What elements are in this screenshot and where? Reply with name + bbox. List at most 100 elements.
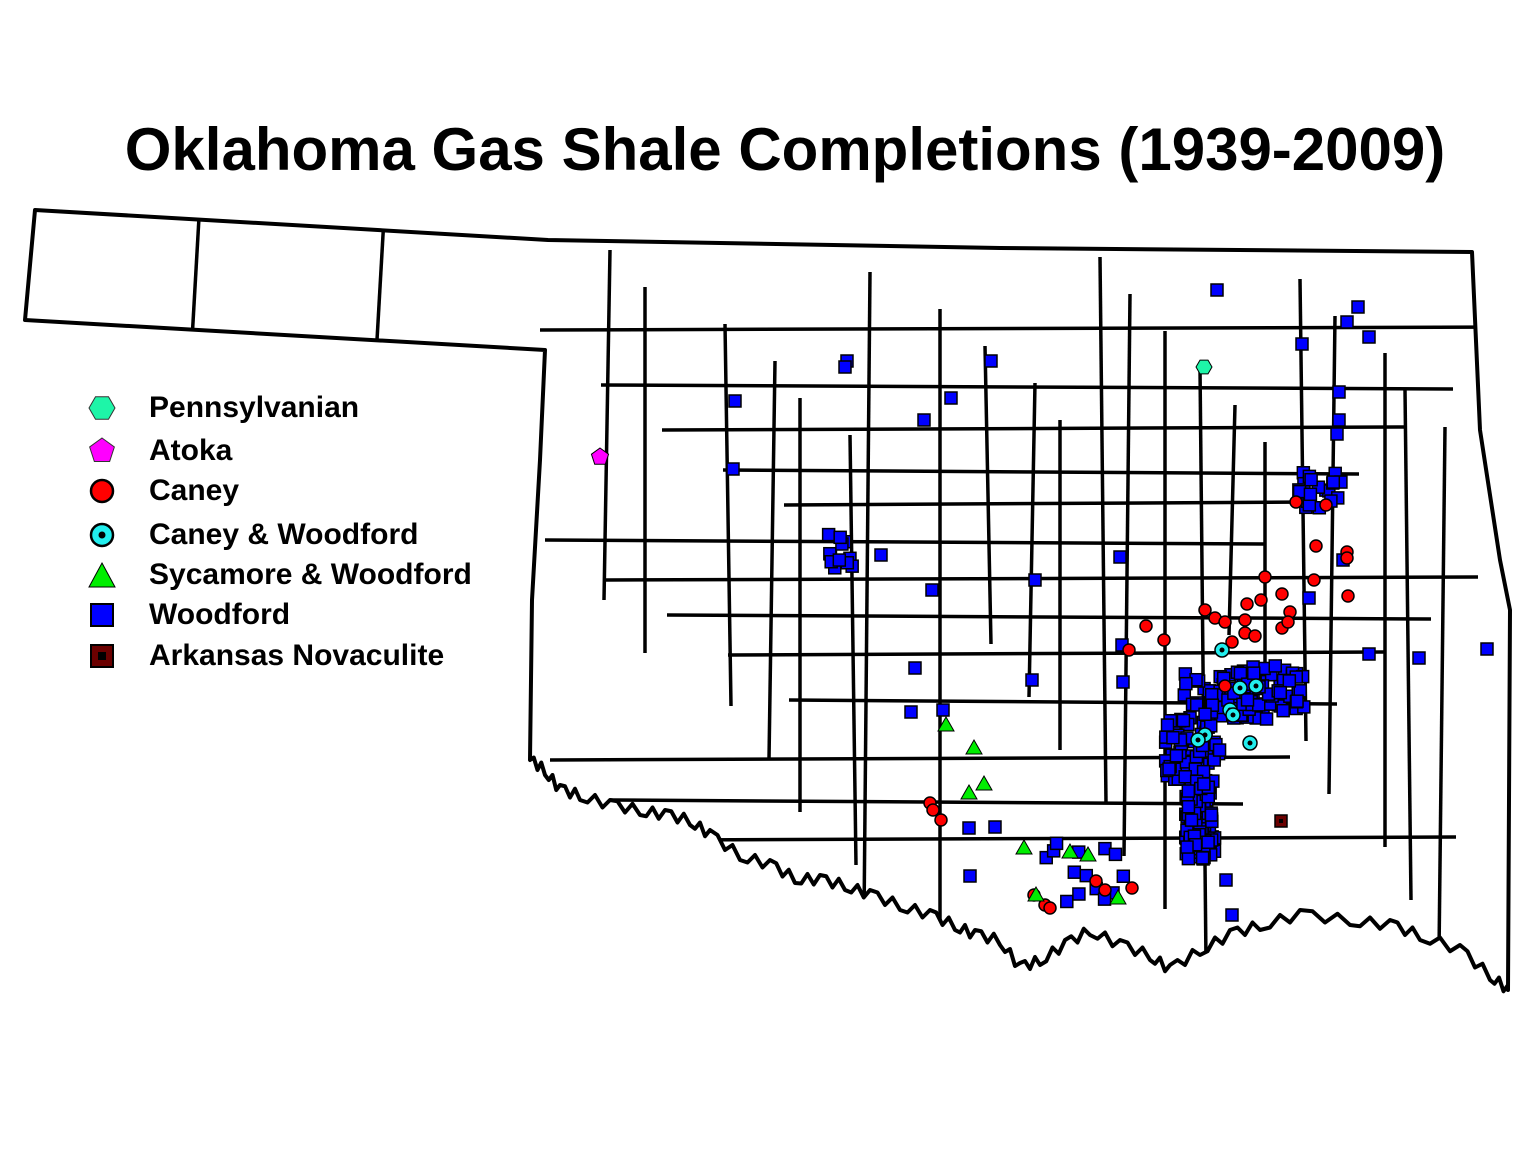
woodford-marker xyxy=(904,705,918,719)
woodford-marker xyxy=(1276,703,1290,718)
woodford-marker xyxy=(1268,659,1282,673)
woodford-marker xyxy=(1362,647,1376,661)
woodford-marker xyxy=(1240,693,1255,707)
caney-marker xyxy=(934,813,948,827)
caney-marker xyxy=(1098,883,1112,897)
caney-marker xyxy=(1218,679,1232,693)
caney-marker xyxy=(1089,874,1103,888)
woodford-marker xyxy=(726,462,740,476)
woodford-marker xyxy=(874,548,888,562)
woodford-marker xyxy=(1480,642,1494,656)
circle-dot-icon xyxy=(89,522,115,548)
woodford-marker xyxy=(1290,694,1304,708)
woodford-marker xyxy=(984,354,998,368)
woodford-marker xyxy=(833,530,847,545)
legend-label: Caney & Woodford xyxy=(149,518,419,551)
woodford-marker xyxy=(1113,550,1127,564)
legend-label: Arkansas Novaculite xyxy=(149,639,445,672)
woodford-marker xyxy=(917,413,931,427)
sycamore-woodford-marker xyxy=(937,715,955,732)
woodford-marker xyxy=(1116,869,1131,884)
woodford-marker xyxy=(1302,591,1316,605)
caney-marker xyxy=(1309,539,1323,553)
woodford-marker xyxy=(1072,887,1086,901)
caney-marker xyxy=(1122,643,1136,657)
woodford-marker xyxy=(1195,851,1210,865)
caney-marker xyxy=(1307,573,1321,587)
woodford-marker xyxy=(1108,847,1123,862)
woodford-marker xyxy=(832,553,847,567)
woodford-marker xyxy=(1282,674,1297,688)
woodford-marker xyxy=(1179,676,1193,691)
caney-woodford-marker xyxy=(1242,735,1258,751)
woodford-marker xyxy=(1116,675,1130,689)
legend-item-arkansas-novaculite: Arkansas Novaculite xyxy=(85,636,444,676)
caney-marker xyxy=(926,803,940,817)
sycamore-woodford-marker xyxy=(1061,842,1079,859)
completion-markers xyxy=(590,283,1494,922)
caney-woodford-marker xyxy=(1190,732,1206,748)
square-dot-icon xyxy=(90,644,114,668)
legend-label: Caney xyxy=(149,474,240,507)
woodford-marker xyxy=(1162,762,1176,776)
map-title: Oklahoma Gas Shale Completions (1939-200… xyxy=(124,116,1446,183)
woodford-marker xyxy=(1332,413,1346,427)
woodford-marker xyxy=(1351,300,1365,314)
woodford-marker xyxy=(1025,673,1039,687)
woodford-marker xyxy=(1184,813,1199,827)
caney-marker xyxy=(1254,593,1268,607)
caney-marker xyxy=(1275,587,1289,601)
state-outline xyxy=(23,208,1512,994)
sycamore-woodford-marker xyxy=(1079,845,1097,862)
sycamore-woodford-marker xyxy=(1027,885,1045,902)
caney-marker xyxy=(1218,615,1232,629)
legend-label: Sycamore & Woodford xyxy=(149,558,472,591)
pennsylvanian-marker xyxy=(1195,359,1213,375)
woodford-marker xyxy=(1273,685,1288,700)
caney-woodford-marker xyxy=(1225,707,1241,723)
legend-label: Atoka xyxy=(149,434,233,467)
woodford-marker xyxy=(1212,743,1227,757)
legend-item-sycamore-woodford: Sycamore & Woodford xyxy=(85,555,472,595)
woodford-marker xyxy=(1049,836,1064,851)
woodford-marker xyxy=(1295,337,1309,351)
caney-marker xyxy=(1319,498,1333,512)
woodford-marker xyxy=(1303,487,1318,502)
caney-woodford-marker xyxy=(1232,680,1248,696)
woodford-marker xyxy=(1166,730,1180,745)
legend-item-caney-woodford: Caney & Woodford xyxy=(85,515,418,555)
caney-marker xyxy=(1043,901,1057,915)
caney-marker xyxy=(1240,597,1254,611)
triangle-icon xyxy=(88,561,116,588)
legend-label: Woodford xyxy=(149,598,291,631)
caney-marker xyxy=(1157,633,1171,647)
woodford-marker xyxy=(1412,651,1426,665)
woodford-marker xyxy=(1332,385,1346,399)
caney-woodford-marker xyxy=(1248,678,1264,694)
woodford-marker xyxy=(1181,800,1196,814)
woodford-marker xyxy=(1326,475,1341,489)
caney-marker xyxy=(1289,495,1303,509)
caney-marker xyxy=(1341,589,1355,603)
sycamore-woodford-marker xyxy=(965,738,983,755)
caney-woodford-marker xyxy=(1214,642,1230,658)
woodford-marker xyxy=(1204,808,1219,822)
woodford-marker xyxy=(838,360,852,374)
woodford-marker xyxy=(1060,894,1074,909)
pentagon-icon xyxy=(89,437,115,463)
novaculite-marker xyxy=(1274,814,1288,828)
woodford-marker xyxy=(1362,330,1376,344)
caney-marker xyxy=(1139,619,1153,633)
circle-icon xyxy=(89,478,115,504)
caney-marker xyxy=(1225,635,1239,649)
caney-marker xyxy=(1281,615,1295,629)
sycamore-woodford-marker xyxy=(960,783,978,800)
woodford-marker xyxy=(944,391,958,405)
woodford-marker xyxy=(1210,283,1224,297)
caney-marker xyxy=(1248,629,1262,643)
legend-item-woodford: Woodford xyxy=(85,595,290,635)
woodford-marker xyxy=(1180,840,1194,854)
atoka-marker xyxy=(590,447,610,465)
caney-marker xyxy=(1125,881,1139,895)
